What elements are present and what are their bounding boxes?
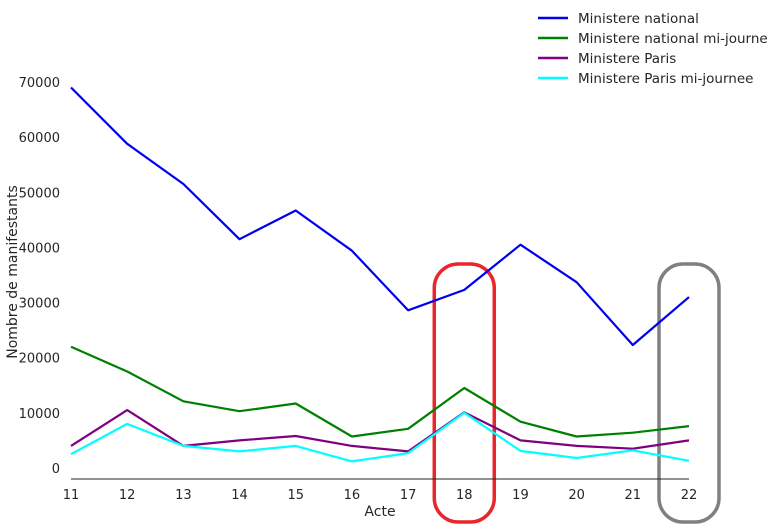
legend-label: Ministere Paris mi-journee xyxy=(578,71,753,87)
y-tick-label: 10000 xyxy=(19,407,60,422)
legend: Ministere national Ministere national mi-… xyxy=(538,11,768,87)
x-tick-label: 19 xyxy=(512,488,529,503)
y-tick-labels: 0 10000 20000 30000 40000 50000 60000 70000 xyxy=(19,76,60,477)
x-tick-label: 12 xyxy=(119,488,136,503)
y-tick-label: 50000 xyxy=(19,186,60,201)
x-tick-label: 17 xyxy=(400,488,417,503)
series-line-4 xyxy=(70,411,690,463)
y-tick-label: 40000 xyxy=(19,241,60,256)
y-tick-label: 60000 xyxy=(19,131,60,146)
x-tick-label: 16 xyxy=(344,488,361,503)
y-tick-label: 0 xyxy=(52,462,60,477)
series-lines xyxy=(70,86,690,463)
highlight-acte-18 xyxy=(432,262,497,524)
series-line-1 xyxy=(70,86,690,347)
x-tick-label: 11 xyxy=(63,488,80,503)
series-line-2 xyxy=(70,345,690,438)
highlight-acte-22 xyxy=(657,262,721,524)
series-line-3 xyxy=(70,409,690,453)
x-axis-label: Acte xyxy=(364,504,395,520)
x-tick-label: 13 xyxy=(175,488,192,503)
annotations xyxy=(432,262,721,524)
x-tick-label: 21 xyxy=(625,488,642,503)
y-axis-label: Nombre de manifestants xyxy=(5,185,21,359)
x-tick-label: 22 xyxy=(681,488,698,503)
x-tick-label: 15 xyxy=(287,488,304,503)
y-tick-label: 20000 xyxy=(19,352,60,367)
x-tick-label: 18 xyxy=(456,488,473,503)
y-tick-label: 30000 xyxy=(19,297,60,312)
x-tick-label: 14 xyxy=(231,488,248,503)
legend-label: Ministere Paris xyxy=(578,51,676,67)
y-tick-label: 70000 xyxy=(19,76,60,91)
x-tick-label: 20 xyxy=(568,488,585,503)
legend-label: Ministere national xyxy=(578,11,699,27)
x-tick-labels: 11 12 13 14 15 16 17 18 19 20 21 22 xyxy=(63,488,698,503)
legend-label: Ministere national mi-journee xyxy=(578,31,768,47)
